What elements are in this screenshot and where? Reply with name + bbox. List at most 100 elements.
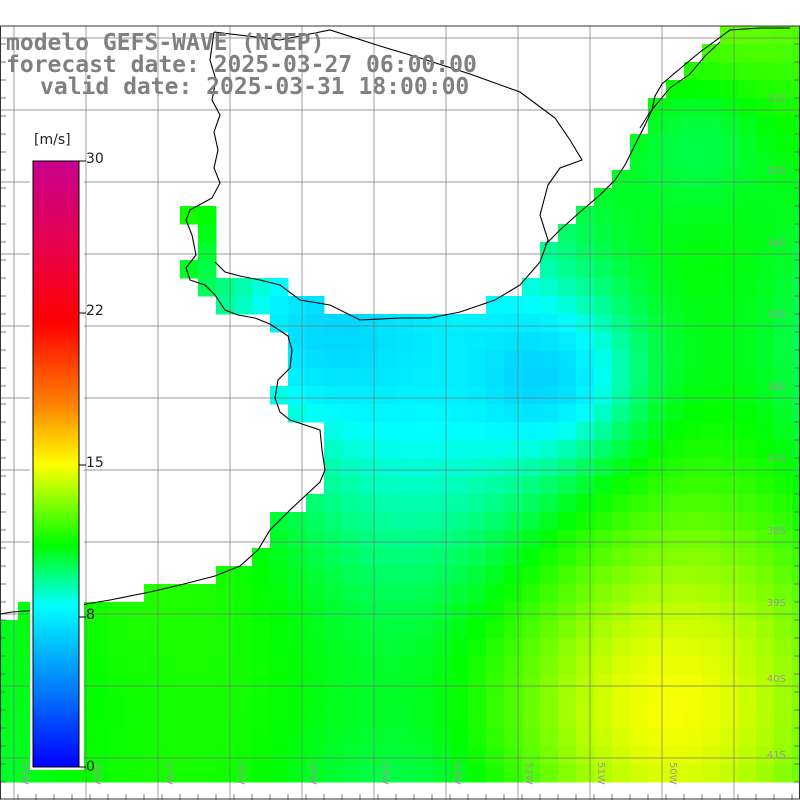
wind-cell xyxy=(702,440,721,459)
wind-cell xyxy=(396,512,415,531)
wind-cell xyxy=(468,602,487,621)
wind-cell xyxy=(288,746,307,765)
wind-cell xyxy=(270,296,289,315)
wind-cell xyxy=(630,458,649,477)
wind-cell xyxy=(306,764,325,783)
wind-cell xyxy=(414,332,433,351)
wind-cell xyxy=(792,332,800,351)
wind-cell xyxy=(558,368,577,387)
wind-cell xyxy=(162,710,181,729)
wind-cell xyxy=(360,602,379,621)
wind-cell xyxy=(792,512,800,531)
wind-cell xyxy=(504,584,523,603)
wind-cell xyxy=(432,548,451,567)
wind-cell xyxy=(612,440,631,459)
wind-cell xyxy=(630,170,649,189)
wind-cell xyxy=(396,638,415,657)
wind-cell xyxy=(198,674,217,693)
wind-cell xyxy=(738,80,757,99)
wind-cell xyxy=(558,674,577,693)
wind-cell xyxy=(774,620,793,639)
wind-cell xyxy=(360,638,379,657)
wind-cell xyxy=(198,242,217,261)
wind-cell xyxy=(468,566,487,585)
wind-cell xyxy=(720,332,739,351)
wind-cell xyxy=(738,332,757,351)
wind-cell xyxy=(0,764,19,783)
wind-cell xyxy=(720,440,739,459)
wind-cell xyxy=(720,530,739,549)
wind-cell xyxy=(594,530,613,549)
wind-cell xyxy=(486,548,505,567)
wind-cell xyxy=(612,476,631,495)
wind-cell xyxy=(396,728,415,747)
wind-cell xyxy=(648,656,667,675)
wind-cell xyxy=(126,728,145,747)
wind-cell xyxy=(594,188,613,207)
wind-cell xyxy=(684,116,703,135)
wind-cell xyxy=(450,746,469,765)
wind-cell xyxy=(270,566,289,585)
wind-cell xyxy=(558,494,577,513)
wind-cell xyxy=(234,746,253,765)
wind-cell xyxy=(432,476,451,495)
wind-cell xyxy=(684,638,703,657)
wind-cell xyxy=(486,494,505,513)
wind-cell xyxy=(576,422,595,441)
wind-cell xyxy=(774,188,793,207)
wind-cell xyxy=(288,512,307,531)
wind-cell xyxy=(360,530,379,549)
wind-cell xyxy=(702,530,721,549)
wind-cell xyxy=(108,638,127,657)
wind-cell xyxy=(612,260,631,279)
wind-cell xyxy=(576,530,595,549)
wind-cell xyxy=(468,710,487,729)
wind-cell xyxy=(594,278,613,297)
wind-cell xyxy=(630,422,649,441)
wind-cell xyxy=(612,494,631,513)
wind-cell xyxy=(468,512,487,531)
wind-cell xyxy=(198,638,217,657)
wind-cell xyxy=(342,692,361,711)
wind-cell xyxy=(108,764,127,783)
colorbar-gradient xyxy=(32,160,80,768)
wind-cell xyxy=(558,692,577,711)
wind-cell xyxy=(720,692,739,711)
wind-cell xyxy=(684,404,703,423)
wind-cell xyxy=(774,170,793,189)
wind-cell xyxy=(432,638,451,657)
wind-cell xyxy=(684,206,703,225)
wind-cell xyxy=(90,692,109,711)
wind-cell xyxy=(630,692,649,711)
wind-cell xyxy=(720,350,739,369)
wind-cell xyxy=(0,710,19,729)
wind-cell xyxy=(612,746,631,765)
wind-cell xyxy=(792,188,800,207)
wind-cell xyxy=(378,638,397,657)
wind-cell xyxy=(792,26,800,45)
wind-cell xyxy=(720,170,739,189)
wind-cell xyxy=(252,566,271,585)
wind-cell xyxy=(702,656,721,675)
wind-cell xyxy=(612,350,631,369)
wind-cell xyxy=(666,278,685,297)
wind-cell xyxy=(774,530,793,549)
wind-cell xyxy=(738,98,757,117)
wind-cell xyxy=(576,746,595,765)
wind-cell xyxy=(198,692,217,711)
wind-cell xyxy=(684,440,703,459)
wind-cell xyxy=(252,710,271,729)
wind-cell xyxy=(612,512,631,531)
wind-cell xyxy=(558,764,577,783)
wind-cell xyxy=(774,386,793,405)
wind-cell xyxy=(396,440,415,459)
wind-cell xyxy=(486,602,505,621)
wind-cell xyxy=(360,584,379,603)
wind-cell xyxy=(666,80,685,99)
wind-cell xyxy=(504,746,523,765)
wind-cell xyxy=(702,134,721,153)
wind-cell xyxy=(684,368,703,387)
wind-cell xyxy=(648,116,667,135)
wind-cell xyxy=(180,674,199,693)
